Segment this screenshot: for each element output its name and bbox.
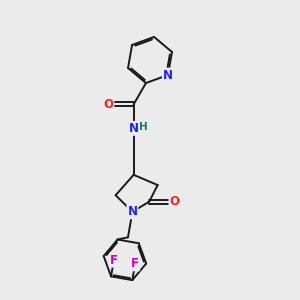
Text: N: N xyxy=(129,122,139,135)
Text: N: N xyxy=(163,68,173,82)
Text: H: H xyxy=(139,122,148,132)
Text: F: F xyxy=(131,257,139,270)
Text: O: O xyxy=(169,195,179,208)
Text: O: O xyxy=(103,98,113,111)
Text: N: N xyxy=(128,205,137,218)
Text: F: F xyxy=(110,254,118,267)
